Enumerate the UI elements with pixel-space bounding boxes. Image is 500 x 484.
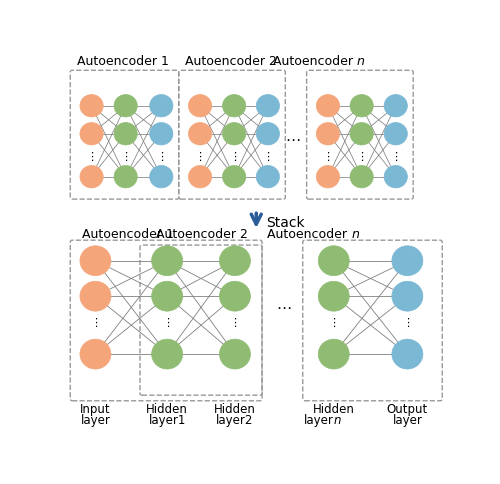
Circle shape [188, 166, 212, 189]
Text: ⋮: ⋮ [156, 152, 167, 162]
Circle shape [222, 95, 246, 118]
Text: layer: layer [80, 413, 110, 426]
Text: Autoencoder: Autoencoder [267, 227, 351, 241]
Text: Autoencoder 1: Autoencoder 1 [82, 227, 174, 241]
Text: Hidden: Hidden [313, 402, 354, 415]
Circle shape [220, 282, 250, 312]
Circle shape [384, 95, 407, 118]
Circle shape [188, 123, 212, 146]
Circle shape [316, 123, 340, 146]
Text: Autoencoder: Autoencoder [273, 54, 357, 67]
Text: Autoencoder 1: Autoencoder 1 [76, 54, 168, 67]
Circle shape [316, 95, 340, 118]
Text: n: n [334, 413, 341, 426]
Circle shape [220, 246, 250, 276]
Text: ⋮: ⋮ [356, 152, 367, 162]
Text: ⋯: ⋯ [286, 133, 300, 148]
Text: ⋮: ⋮ [90, 318, 101, 328]
Circle shape [222, 123, 246, 146]
Text: Hidden: Hidden [214, 402, 256, 415]
Circle shape [188, 95, 212, 118]
Circle shape [152, 246, 182, 276]
Circle shape [350, 166, 374, 189]
Circle shape [318, 282, 349, 312]
Circle shape [150, 123, 173, 146]
Circle shape [114, 166, 138, 189]
Text: Input: Input [80, 402, 111, 415]
Text: ⋯: ⋯ [276, 300, 291, 315]
Circle shape [384, 123, 407, 146]
Circle shape [256, 123, 280, 146]
Circle shape [256, 166, 280, 189]
Text: ⋮: ⋮ [262, 152, 274, 162]
Circle shape [350, 123, 374, 146]
Circle shape [318, 246, 349, 276]
Text: layer: layer [392, 413, 422, 426]
Circle shape [392, 339, 423, 369]
Text: Stack: Stack [266, 215, 304, 229]
Text: Output: Output [387, 402, 428, 415]
Text: n: n [357, 54, 365, 67]
Text: layer: layer [304, 413, 334, 426]
Circle shape [222, 166, 246, 189]
Circle shape [316, 166, 340, 189]
Circle shape [392, 246, 423, 276]
Circle shape [220, 339, 250, 369]
Text: ⋮: ⋮ [86, 152, 97, 162]
Circle shape [114, 95, 138, 118]
Circle shape [150, 95, 173, 118]
Circle shape [392, 282, 423, 312]
Circle shape [80, 95, 103, 118]
Circle shape [152, 282, 182, 312]
Text: layer1: layer1 [148, 413, 186, 426]
Circle shape [350, 95, 374, 118]
Text: ⋮: ⋮ [162, 318, 172, 328]
Text: ⋮: ⋮ [120, 152, 131, 162]
Text: Autoencoder 2: Autoencoder 2 [185, 54, 277, 67]
Circle shape [80, 282, 111, 312]
Text: n: n [351, 227, 359, 241]
Circle shape [114, 123, 138, 146]
Circle shape [80, 246, 111, 276]
Circle shape [150, 166, 173, 189]
Text: ⋮: ⋮ [194, 152, 205, 162]
Circle shape [80, 123, 103, 146]
Circle shape [80, 166, 103, 189]
Circle shape [384, 166, 407, 189]
Text: Autoencoder 2: Autoencoder 2 [156, 227, 248, 241]
Text: layer2: layer2 [216, 413, 254, 426]
Text: ⋮: ⋮ [230, 318, 240, 328]
Text: Hidden: Hidden [146, 402, 188, 415]
Text: ⋮: ⋮ [402, 318, 413, 328]
Circle shape [318, 339, 349, 369]
Circle shape [152, 339, 182, 369]
Text: ⋮: ⋮ [228, 152, 239, 162]
Circle shape [256, 95, 280, 118]
Text: ⋮: ⋮ [322, 152, 334, 162]
Text: ⋮: ⋮ [390, 152, 402, 162]
Circle shape [80, 339, 111, 369]
Text: ⋮: ⋮ [328, 318, 340, 328]
